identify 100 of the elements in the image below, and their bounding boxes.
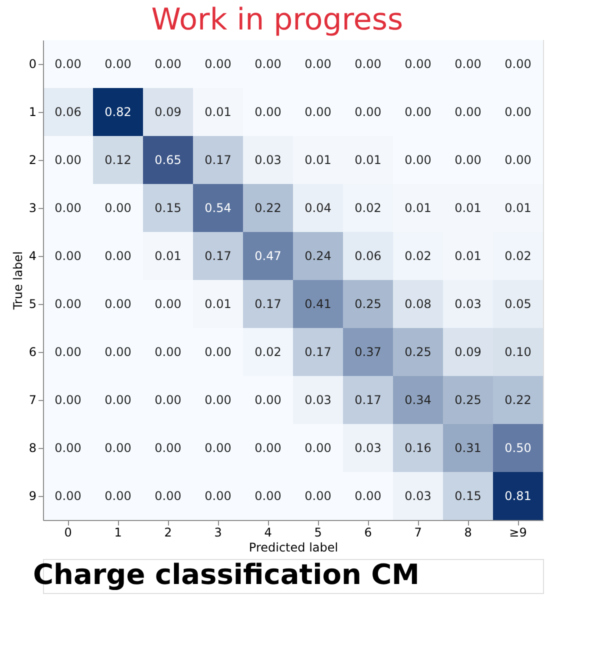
data-label: 0.00 [204, 441, 232, 455]
data-label: 0.22 [504, 393, 532, 407]
data-label: 0.50 [504, 441, 532, 455]
data-label: 0.01 [404, 201, 432, 215]
data-label: 0.31 [454, 441, 482, 455]
data-label: 0.08 [404, 297, 432, 311]
data-label: 0.03 [254, 153, 282, 167]
data-label: 0.06 [354, 249, 382, 263]
data-label: 0.02 [404, 249, 432, 263]
data-label: 0.15 [154, 201, 182, 215]
data-label: 0.01 [154, 249, 182, 263]
x-tick-label: 5 [314, 526, 322, 540]
data-label: 0.00 [454, 57, 482, 71]
data-label: 0.00 [104, 393, 132, 407]
data-label: 0.00 [354, 105, 382, 119]
data-label: 0.15 [454, 489, 482, 503]
data-label: 0.01 [354, 153, 382, 167]
data-label: 0.03 [404, 489, 432, 503]
data-label: 0.03 [304, 393, 332, 407]
data-label: 0.10 [504, 345, 532, 359]
data-label: 0.00 [354, 57, 382, 71]
y-tick-label: 4 [28, 249, 36, 263]
data-label: 0.00 [54, 201, 82, 215]
x-tick-label: 3 [214, 526, 222, 540]
data-label: 0.00 [104, 57, 132, 71]
data-label: 0.00 [454, 153, 482, 167]
data-label: 0.17 [254, 297, 282, 311]
data-label: 0.17 [204, 153, 232, 167]
data-label: 0.00 [504, 153, 532, 167]
data-label: 0.24 [304, 249, 332, 263]
data-label: 0.00 [54, 345, 82, 359]
x-tick-label: 7 [414, 526, 422, 540]
chart-title: Work in progress [151, 2, 404, 38]
data-label: 0.00 [104, 201, 132, 215]
data-label: 0.00 [104, 489, 132, 503]
data-label: 0.00 [104, 249, 132, 263]
data-label: 0.37 [354, 345, 382, 359]
data-label: 0.00 [154, 297, 182, 311]
data-label: 0.01 [304, 153, 332, 167]
data-label: 0.00 [154, 489, 182, 503]
y-tick-label: 1 [28, 105, 36, 119]
data-label: 0.00 [304, 441, 332, 455]
data-label: 0.03 [354, 441, 382, 455]
y-tick-label: 8 [28, 441, 36, 455]
data-label: 0.17 [204, 249, 232, 263]
data-label: 0.01 [454, 201, 482, 215]
y-tick-label: 7 [28, 393, 36, 407]
data-label: 0.81 [504, 489, 532, 503]
y-tick-label: 9 [28, 489, 36, 503]
data-label: 0.00 [204, 393, 232, 407]
data-label: 0.01 [504, 201, 532, 215]
data-label: 0.00 [454, 105, 482, 119]
data-label: 0.00 [304, 57, 332, 71]
data-label: 0.04 [304, 201, 332, 215]
x-tick-label: 2 [164, 526, 172, 540]
data-label: 0.01 [204, 105, 232, 119]
data-label: 0.00 [154, 345, 182, 359]
data-label: 0.05 [504, 297, 532, 311]
x-tick-label: 0 [64, 526, 72, 540]
x-tick-label: ≥9 [509, 526, 527, 540]
data-label: 0.25 [404, 345, 432, 359]
data-label: 0.16 [404, 441, 432, 455]
data-label: 0.00 [204, 489, 232, 503]
data-label: 0.02 [354, 201, 382, 215]
data-label: 0.22 [254, 201, 282, 215]
data-label: 0.17 [354, 393, 382, 407]
data-label: 0.00 [154, 57, 182, 71]
data-label: 0.00 [354, 489, 382, 503]
y-tick-label: 5 [28, 297, 36, 311]
data-label: 0.00 [404, 105, 432, 119]
data-label: 0.03 [454, 297, 482, 311]
data-label: 0.00 [504, 105, 532, 119]
data-label: 0.34 [404, 393, 432, 407]
data-label: 0.82 [104, 105, 132, 119]
x-tick-label: 1 [114, 526, 122, 540]
data-label: 0.54 [204, 201, 232, 215]
data-label: 0.00 [304, 489, 332, 503]
data-label: 0.00 [104, 297, 132, 311]
data-label: 0.00 [504, 57, 532, 71]
data-label: 0.00 [254, 441, 282, 455]
data-label: 0.00 [254, 57, 282, 71]
data-label: 0.00 [404, 153, 432, 167]
x-axis-title: Predicted label [248, 540, 338, 554]
data-label: 0.00 [54, 489, 82, 503]
data-label: 0.41 [304, 297, 332, 311]
data-label: 0.65 [154, 153, 182, 167]
text: Charge classification CM [33, 558, 420, 591]
data-label: 0.01 [454, 249, 482, 263]
y-axis-title: True label [10, 251, 25, 311]
data-label: 0.00 [404, 57, 432, 71]
y-tick-label: 3 [28, 201, 36, 215]
data-label: 0.00 [54, 153, 82, 167]
data-label: 0.00 [54, 249, 82, 263]
data-label: 0.25 [454, 393, 482, 407]
data-label: 0.00 [154, 393, 182, 407]
x-tick-label: 8 [464, 526, 472, 540]
data-label: 0.00 [254, 393, 282, 407]
data-label: 0.00 [154, 441, 182, 455]
data-label: 0.12 [104, 153, 132, 167]
x-tick-label: 6 [364, 526, 372, 540]
